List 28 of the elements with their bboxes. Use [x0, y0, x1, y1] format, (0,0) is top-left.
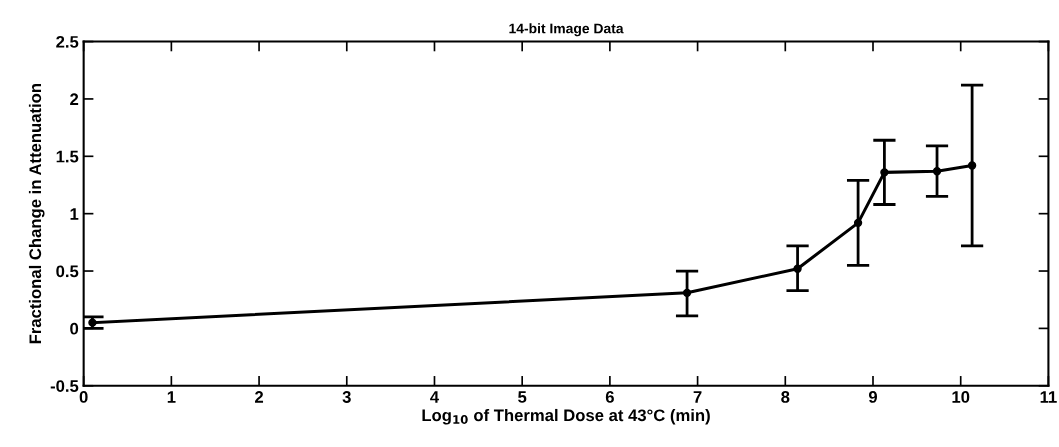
x-tick-label: 8 — [781, 391, 790, 403]
point — [682, 288, 692, 297]
y-tick-label: 2 — [70, 93, 79, 105]
x-tick-label: 1 — [167, 391, 176, 403]
chart-title: 14-bit Image Data — [509, 23, 624, 37]
x-tick-label: 3 — [342, 391, 351, 403]
point — [880, 168, 889, 177]
x-tick-label: 10 — [952, 391, 970, 403]
x-tick-label: 2 — [255, 391, 264, 403]
point — [853, 218, 863, 228]
x-axis-title: Log$_{10}$ of Thermal Dose at 43°C (min) — [422, 408, 710, 425]
x-tick-label: 6 — [605, 391, 614, 403]
x-tick-label: 7 — [693, 391, 702, 403]
y-tick-label: 2.5 — [56, 35, 79, 48]
x-tick-label: 5 — [518, 391, 527, 403]
y-tick-label: 0.5 — [56, 265, 79, 278]
y-tick-label: 1.5 — [56, 150, 79, 163]
point — [793, 264, 802, 273]
x-tick-label: 11 — [1040, 391, 1057, 403]
point — [932, 167, 942, 176]
y-axis-title: Fractional Change in Attenuation — [28, 83, 45, 344]
x-tick-label: 4 — [430, 391, 440, 403]
x-tick-label: 0 — [79, 391, 88, 403]
y-tick-label: 1 — [70, 208, 79, 220]
y-tick-label: -0.5 — [50, 380, 79, 392]
x-tick-label: 9 — [868, 391, 878, 403]
y-tick-label: 0 — [70, 322, 79, 335]
point — [967, 161, 977, 170]
